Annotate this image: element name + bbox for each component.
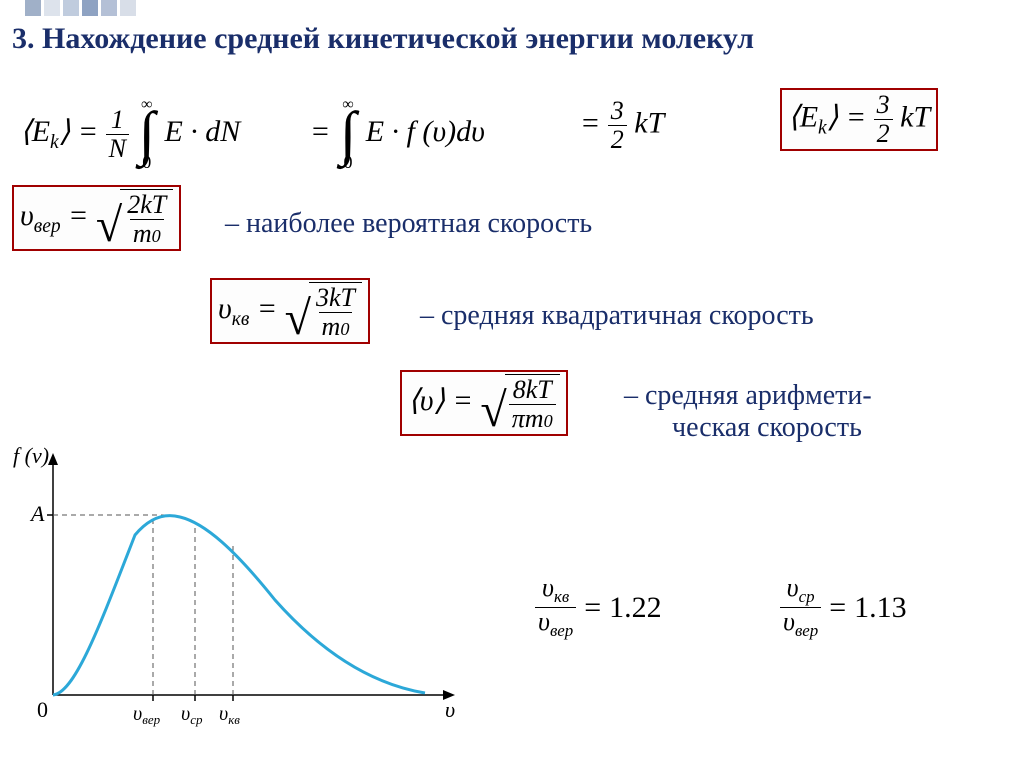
desc-most-probable: – наиболее вероятная скорость <box>225 208 592 240</box>
desc-mean: – средняя арифмети- ческая скорость <box>624 380 994 444</box>
origin-label: 0 <box>37 697 48 722</box>
a-label: A <box>29 501 45 526</box>
svg-text:υвер: υвер <box>133 703 161 727</box>
desc-rms: – средняя квадратичная скорость <box>420 300 814 332</box>
main-equation: ⟨Ek⟩ = 1N ∞∫0 E · dN = ∞∫0 E · f (υ)dυ =… <box>20 68 1004 173</box>
ylabel: f (v) <box>13 445 49 468</box>
maxwell-distribution-chart: f (v) A 0 υ υвер υср υкв <box>5 445 465 745</box>
xlabel: υ <box>445 697 455 722</box>
boxed-result-ek: ⟨Ek⟩ = 32 kT <box>780 88 938 151</box>
page-title: 3. Нахождение средней кинетической энерг… <box>12 22 754 56</box>
speed-most-probable: υвер = √ 2kTm0 <box>12 185 181 251</box>
speed-mean: ⟨υ⟩ = √ 8kTπm0 <box>400 370 568 436</box>
ratio-sr-ver: υср υвер = 1.13 <box>780 575 907 640</box>
svg-text:υкв: υкв <box>219 703 240 727</box>
ratio-kv-ver: υкв υвер = 1.22 <box>535 575 662 640</box>
header-decoration <box>25 0 136 16</box>
speed-rms: υкв = √ 3kTm0 <box>210 278 370 344</box>
svg-text:υср: υср <box>181 703 203 727</box>
